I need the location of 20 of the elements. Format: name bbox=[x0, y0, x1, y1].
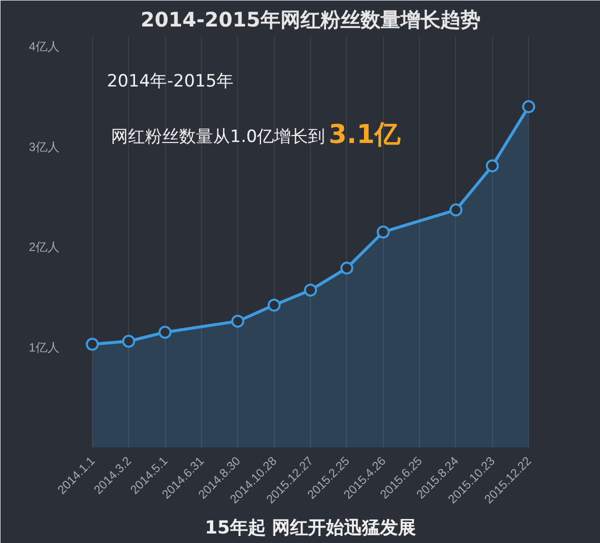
point bbox=[340, 262, 354, 275]
point bbox=[522, 100, 536, 114]
y-tick-label: 4亿人 bbox=[28, 40, 60, 54]
y-tick-label: 3亿人 bbox=[28, 140, 60, 154]
point bbox=[231, 314, 244, 328]
point bbox=[158, 326, 172, 339]
chart-title: 2014-2015年网红粉丝数量增长趋势 bbox=[140, 8, 480, 32]
point bbox=[486, 159, 499, 172]
text: 15年起 网红开始迅猛发展 bbox=[204, 518, 416, 538]
annotation: 2014年-2015年 bbox=[106, 72, 234, 92]
y-tick-label: 1亿人 bbox=[28, 340, 60, 354]
point bbox=[376, 225, 390, 238]
point bbox=[268, 298, 281, 312]
y-tick-label: 2亿人 bbox=[28, 240, 60, 254]
point bbox=[86, 338, 99, 351]
annotation: 3.1亿 bbox=[328, 120, 402, 150]
point bbox=[122, 334, 136, 348]
annotation: 网红粉丝数量从1.0亿增长到 bbox=[111, 126, 326, 147]
point bbox=[304, 284, 317, 297]
point bbox=[449, 203, 462, 216]
